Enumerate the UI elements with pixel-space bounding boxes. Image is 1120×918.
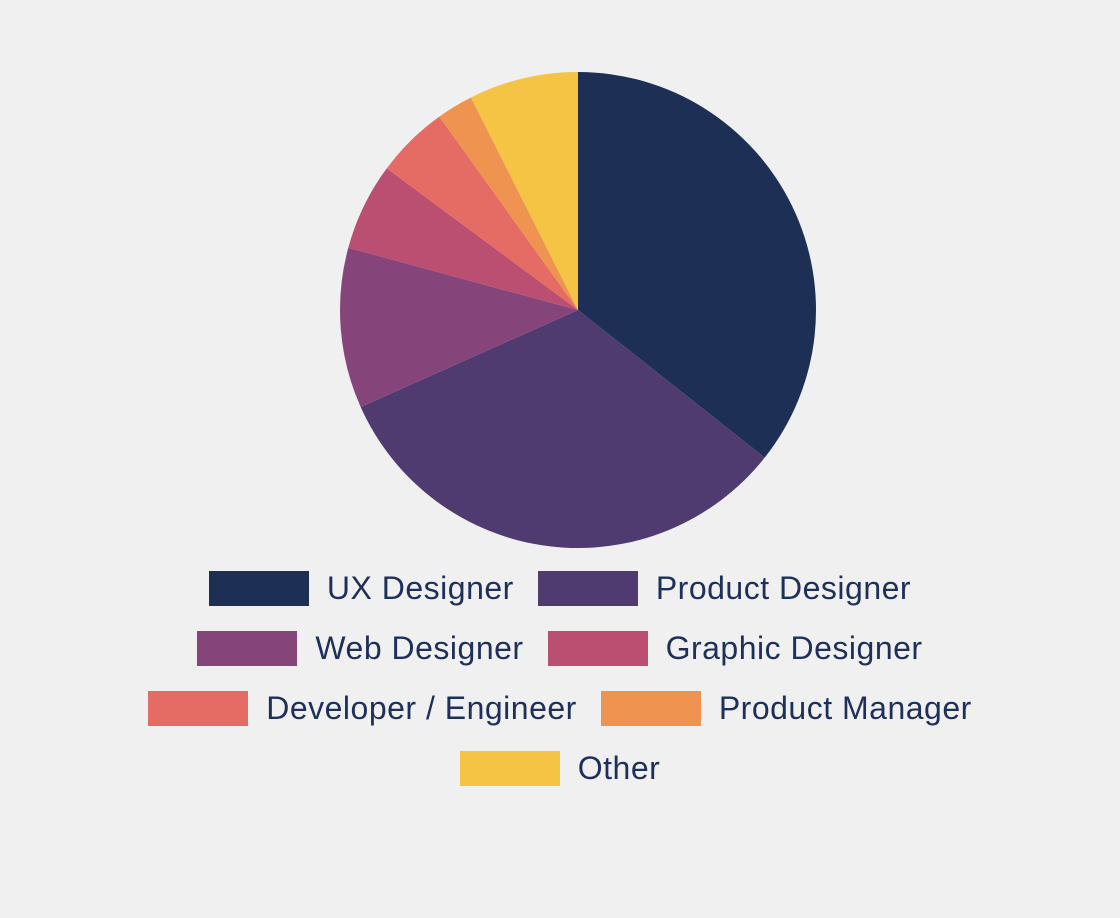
pie-slice-graphic-designer [348, 168, 578, 310]
pie-slice-ux-designer [578, 72, 817, 458]
legend-swatch-product-manager [600, 690, 701, 726]
legend-row: Developer / Engineer Product Manager [148, 690, 972, 726]
legend-item-other: Other [459, 749, 661, 787]
legend-item-developer-engineer: Developer / Engineer [148, 690, 577, 727]
legend-item-web-designer: Web Designer [197, 630, 523, 667]
legend-row: Web Designer Graphic Designer [197, 630, 922, 666]
legend-label-product-manager: Product Manager [718, 689, 972, 726]
pie-slice-web-designer [340, 247, 578, 408]
legend: UX Designer Product Designer Web Designe… [0, 570, 1120, 786]
legend-row: Other [459, 749, 661, 787]
pie-slice-product-designer [360, 310, 765, 549]
legend-label-ux-designer: UX Designer [326, 569, 514, 606]
legend-swatch-web-designer [197, 630, 298, 666]
legend-label-product-designer: Product Designer [655, 569, 912, 606]
pie-slice-product-manager [439, 97, 578, 310]
legend-row: UX Designer Product Designer [208, 569, 912, 607]
pie-slice-other [470, 72, 578, 310]
legend-swatch-developer-engineer [148, 690, 249, 726]
legend-swatch-ux-designer [208, 570, 309, 606]
legend-item-graphic-designer: Graphic Designer [547, 629, 923, 667]
legend-swatch-product-designer [537, 570, 638, 606]
legend-swatch-other [459, 750, 560, 786]
legend-item-product-designer: Product Designer [537, 569, 912, 607]
legend-item-ux-designer: UX Designer [208, 569, 514, 607]
legend-label-web-designer: Web Designer [315, 629, 524, 666]
legend-swatch-graphic-designer [547, 630, 648, 666]
legend-label-other: Other [577, 749, 661, 786]
pie-chart [340, 72, 817, 549]
pie-slice-developer-engineer [386, 116, 578, 310]
legend-label-graphic-designer: Graphic Designer [665, 629, 923, 666]
legend-label-developer-engineer: Developer / Engineer [266, 689, 577, 726]
legend-item-product-manager: Product Manager [600, 689, 972, 727]
